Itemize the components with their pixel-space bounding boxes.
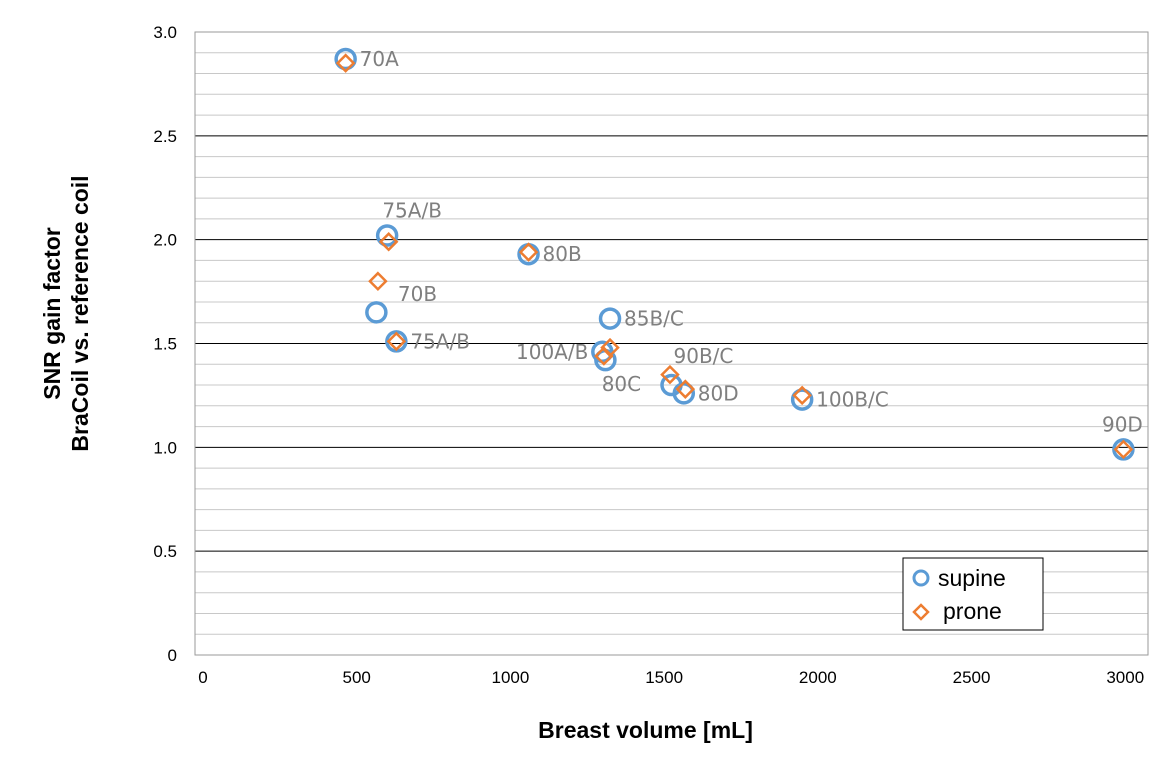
prone-point: [660, 364, 680, 385]
point-label: 90B/C: [674, 344, 734, 368]
y-tick-label: 2.5: [153, 127, 177, 146]
x-tick-label: 1500: [645, 668, 683, 687]
plot-area-border: [194, 31, 1149, 656]
y-tick-label: 0.5: [153, 542, 177, 561]
x-tick-label: 2500: [953, 668, 991, 687]
point-labels: 70A 75A/B 80B 70B 75A/B 85B/C 100A/B 80C 90B/C 80…: [360, 47, 1143, 436]
supine-point: [334, 47, 357, 71]
legend-prone-label: prone: [943, 598, 1002, 624]
y-tick-label: 3.0: [153, 23, 177, 42]
gridlines: [195, 52, 1148, 635]
point-label: 75A/B: [410, 329, 470, 353]
point-label: 100A/B: [516, 340, 588, 364]
prone-point: [386, 331, 407, 352]
prone-point: [675, 379, 696, 399]
legend-prone-marker: [912, 603, 930, 621]
prone-point: [368, 271, 388, 291]
prone-point: [335, 53, 356, 73]
supine-point: [375, 224, 399, 247]
x-tick-label: 3000: [1106, 668, 1144, 687]
y-tick-label: 2.0: [153, 231, 177, 250]
supine-point: [790, 388, 814, 411]
x-tick-label: 2000: [799, 668, 837, 687]
point-label: 80B: [543, 242, 582, 266]
y-tick-label: 1.0: [153, 438, 177, 457]
y-axis-title-line-1: SNR gain factor: [39, 227, 65, 400]
x-tick-label: 500: [343, 668, 371, 687]
legend-supine-label: supine: [938, 565, 1006, 591]
x-tick-label: 1000: [492, 668, 530, 687]
supine-point: [598, 307, 622, 330]
prone-point: [594, 346, 614, 366]
prone-point: [518, 242, 539, 262]
supine-point: [365, 301, 388, 324]
x-tick-label: 0: [198, 668, 207, 687]
legend: supine prone: [902, 557, 1044, 631]
prone-point: [1113, 439, 1134, 460]
legend-supine-marker: [912, 569, 930, 587]
data-points: [334, 47, 1135, 461]
point-label: 90D: [1102, 412, 1143, 436]
point-label: 80C: [602, 372, 641, 396]
y-tick-label: 0: [168, 646, 177, 665]
y-axis-title: SNR gain factor BraCoil vs. reference co…: [39, 175, 93, 451]
prone-point: [378, 231, 399, 252]
y-axis-title-line-2: BraCoil vs. reference coil: [67, 175, 93, 451]
x-axis-tick-labels: 0 500 1000 1500 2000 2500 3000: [198, 668, 1144, 687]
point-label: 85B/C: [624, 307, 684, 331]
point-label: 100B/C: [816, 388, 889, 412]
x-axis-title: Breast volume [mL]: [538, 717, 753, 743]
legend-box: [902, 557, 1044, 631]
y-axis-tick-labels: 0 0.5 1.0 1.5 2.0 2.5 3.0: [153, 23, 177, 665]
point-label: 70A: [360, 47, 399, 71]
y-tick-label: 1.5: [153, 335, 177, 354]
point-label: 70B: [398, 282, 437, 306]
prone-point: [792, 385, 812, 406]
point-label: 75A/B: [382, 199, 442, 223]
point-label: 80D: [698, 381, 739, 405]
